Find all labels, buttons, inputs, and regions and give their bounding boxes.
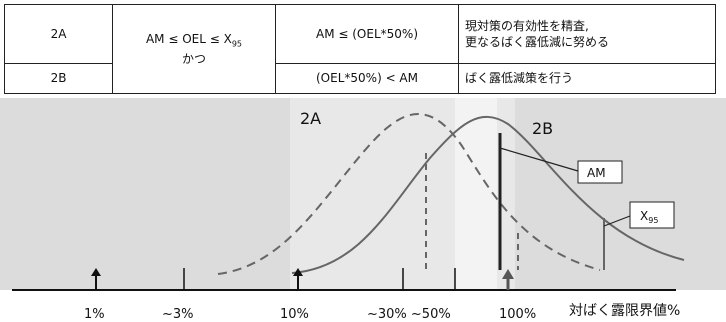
am-callout-box — [577, 160, 623, 184]
condition-conjunction: かつ — [181, 52, 206, 67]
diagram-svg: 2A 2B AM X95 1% ~3% 10% — [0, 98, 726, 322]
axis-tick-label: 100% — [499, 307, 536, 322]
condition-subscript: 95 — [231, 39, 243, 49]
x95-callout-box — [629, 201, 675, 229]
am-callout-leader — [499, 147, 579, 172]
axis-tick-label: 1% — [84, 307, 105, 322]
x95-callout-leader — [603, 215, 631, 227]
arrow-up-icon — [502, 269, 514, 290]
action-cell: 現対策の有効性を精査, 更なるばく露低減に努める — [458, 4, 716, 64]
action-text-line2: 更なるばく露低減に努める — [465, 34, 610, 49]
band-inner — [455, 98, 497, 290]
table-row: 2B (OEL*50%) < AM ばく露低減策を行う — [4, 62, 716, 95]
level-cell: 2A — [4, 4, 113, 64]
curve-label-2b: 2B — [532, 119, 553, 138]
axis-tick-label: 10% — [280, 307, 309, 322]
arrow-up-icon — [293, 268, 303, 290]
axis-title: 対ばく露限界値% — [569, 303, 680, 319]
distribution-diagram: 2A 2B AM X95 1% ~3% 10% — [0, 98, 726, 322]
am-callout-label: AM — [587, 166, 606, 180]
table-row: 2A AM ≤ OEL ≤ X95 かつ AM ≤ (OEL*50%) 現対策の… — [4, 4, 716, 94]
axis-tick-label: ~30% ~50% — [367, 307, 451, 322]
action-text-line1: 現対策の有効性を精査, — [465, 18, 589, 33]
condition-formula: AM ≤ OEL ≤ X — [145, 31, 232, 46]
criteria-table: 2A AM ≤ OEL ≤ X95 かつ AM ≤ (OEL*50%) 現対策の… — [4, 4, 716, 95]
action-cell: ばく露低減策を行う — [458, 62, 716, 95]
level-cell: 2B — [4, 62, 113, 95]
x95-callout-label: X95 — [640, 209, 658, 225]
curve-2b — [291, 115, 685, 274]
arrow-up-icon — [91, 268, 101, 290]
criteria-table-wrap: 2A AM ≤ OEL ≤ X95 かつ AM ≤ (OEL*50%) 現対策の… — [4, 4, 716, 95]
axis-tick-label: ~3% — [162, 307, 194, 322]
rule-cell: (OEL*50%) < AM — [275, 62, 459, 95]
curve-2a — [217, 113, 601, 275]
curve-label-2a: 2A — [300, 109, 321, 128]
rule-cell: AM ≤ (OEL*50%) — [275, 4, 459, 64]
condition-cell: AM ≤ OEL ≤ X95 かつ — [112, 4, 276, 94]
